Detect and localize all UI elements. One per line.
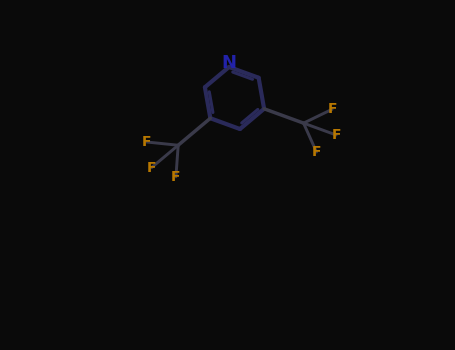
Text: N: N [222,54,237,72]
Text: F: F [312,145,321,159]
Text: F: F [142,135,152,149]
Text: F: F [331,128,341,142]
Text: F: F [147,161,157,175]
Text: F: F [171,170,181,184]
Text: F: F [327,102,337,116]
